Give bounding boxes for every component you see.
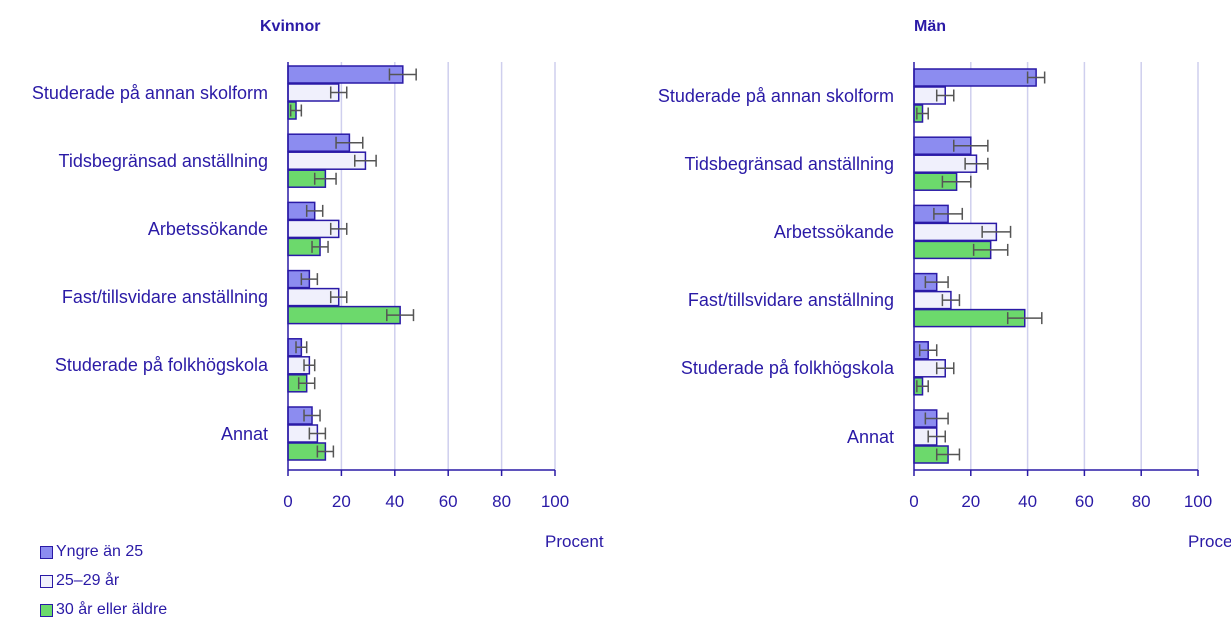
error-bar — [316, 445, 335, 458]
error-bar — [941, 294, 961, 307]
error-bar — [924, 276, 949, 289]
x-axis-label: Procent — [1188, 532, 1231, 551]
category-text: Studerade på folkhögskola — [680, 358, 894, 379]
category-label: Annat — [6, 422, 268, 446]
bar — [287, 65, 404, 84]
x-tick-label: 60 — [1074, 492, 1094, 511]
x-tick-label: 0 — [909, 492, 919, 511]
x-tick-label: 100 — [540, 492, 570, 511]
category-label: Arbetssökande — [6, 217, 268, 241]
x-tick-label: 40 — [1018, 492, 1038, 511]
category-label: Studerade på annan skolform — [6, 81, 268, 105]
category-text: Annat — [220, 423, 268, 444]
legend-label: 25–29 år — [56, 572, 120, 589]
x-tick-label: 80 — [1131, 492, 1151, 511]
x-tick-label: 60 — [438, 492, 458, 511]
error-bar — [388, 68, 417, 81]
error-bar — [329, 291, 348, 304]
x-axis-label: Procent — [545, 532, 604, 551]
chart-title: Män — [914, 18, 946, 35]
error-bar — [933, 207, 964, 220]
category-label: Fast/tillsvidare anställning — [632, 288, 894, 312]
x-tick-label: 20 — [961, 492, 981, 511]
category-text: Fast/tillsvidare anställning — [687, 290, 894, 311]
category-text: Tidsbegränsad anställning — [58, 150, 268, 171]
error-bar — [311, 240, 329, 253]
category-label: Annat — [632, 425, 894, 449]
bar — [287, 305, 401, 325]
error-bar — [1026, 71, 1046, 84]
category-label: Studerade på annan skolform — [632, 84, 894, 108]
legend-label: Yngre än 25 — [56, 543, 144, 560]
error-bar — [927, 430, 946, 443]
legend-swatch — [40, 603, 53, 617]
error-bar — [303, 359, 316, 372]
chart-title: Kvinnor — [260, 18, 321, 35]
error-bar — [354, 154, 377, 167]
error-bar — [981, 225, 1012, 238]
error-bar — [935, 89, 955, 102]
error-bar — [924, 412, 949, 425]
category-label: Fast/tillsvidare anställning — [6, 285, 268, 309]
error-bar — [295, 341, 308, 354]
x-tick-label: 40 — [385, 492, 405, 511]
error-bar — [972, 243, 1009, 256]
legend-swatch — [40, 574, 53, 588]
category-label: Tidsbegränsad anställning — [6, 149, 268, 173]
category-text: Annat — [846, 426, 894, 447]
error-bar — [297, 377, 316, 390]
bar — [287, 151, 367, 170]
bar — [913, 68, 1037, 87]
error-bar — [329, 86, 348, 99]
error-bar — [953, 139, 989, 152]
x-tick-label: 0 — [283, 492, 293, 511]
error-bar — [300, 273, 319, 286]
category-label: Tidsbegränsad anställning — [632, 152, 894, 176]
category-text: Fast/tillsvidare anställning — [61, 287, 268, 308]
error-bar — [313, 172, 337, 185]
error-bar — [329, 222, 348, 235]
error-bar — [918, 344, 938, 357]
error-bar — [916, 107, 929, 120]
error-bar — [964, 157, 989, 170]
error-bar — [289, 104, 303, 117]
legend-entry: 25–29 år — [40, 572, 119, 590]
error-bar — [386, 309, 415, 322]
error-bar — [335, 136, 364, 149]
category-text: Arbetssökande — [773, 221, 894, 242]
category-text: Studerade på annan skolform — [31, 82, 268, 103]
x-tick-label: 100 — [1183, 492, 1213, 511]
error-bar — [935, 448, 961, 461]
x-tick-label: 20 — [331, 492, 351, 511]
category-text: Studerade på folkhögskola — [54, 355, 268, 376]
error-bar — [308, 427, 327, 440]
error-bar — [303, 409, 321, 422]
x-tick-label: 80 — [492, 492, 512, 511]
legend-entry: Yngre än 25 — [40, 543, 143, 561]
error-bar — [916, 380, 929, 393]
category-label: Arbetssökande — [632, 220, 894, 244]
category-text: Arbetssökande — [147, 218, 268, 239]
error-bar — [305, 204, 324, 217]
legend-label: 30 år eller äldre — [56, 601, 168, 618]
category-text: Tidsbegränsad anställning — [684, 153, 894, 174]
legend-entry: 30 år eller äldre — [40, 601, 167, 619]
error-bar — [1006, 312, 1043, 325]
error-bar — [941, 175, 972, 188]
legend-swatch — [40, 545, 53, 559]
category-text: Studerade på annan skolform — [657, 85, 894, 106]
error-bar — [935, 362, 955, 375]
category-label: Studerade på folkhögskola — [6, 353, 268, 377]
category-label: Studerade på folkhögskola — [632, 356, 894, 380]
